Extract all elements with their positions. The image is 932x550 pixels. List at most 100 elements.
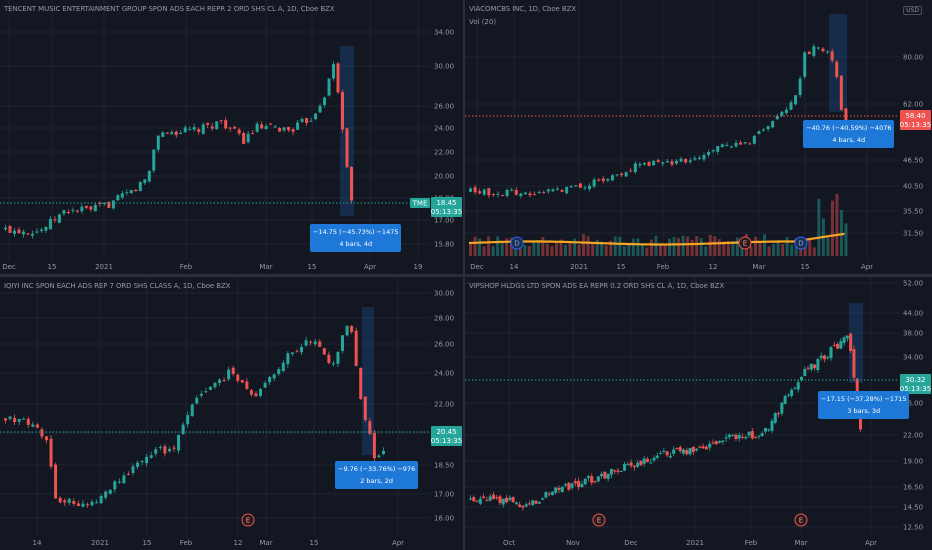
candle-body	[714, 441, 718, 445]
candle-body	[542, 192, 546, 194]
volume-bar	[527, 246, 531, 256]
candle-body	[296, 122, 300, 130]
candle-body	[22, 418, 26, 420]
candle-body	[322, 348, 326, 355]
candle-body	[95, 502, 99, 504]
candle-body	[533, 194, 537, 196]
y-tick-label: 22.00	[434, 401, 454, 409]
x-tick-label: Apr	[364, 263, 376, 271]
horizontal-divider[interactable]	[0, 274, 932, 277]
candle-body	[806, 367, 810, 369]
candle-body	[739, 142, 743, 145]
price-tag-time: 05:13:35	[900, 385, 931, 393]
chart-pane-tme[interactable]: 34.0030.0026.0024.0022.0020.0018.0017.00…	[0, 0, 463, 274]
y-tick-label: 34.00	[434, 29, 454, 37]
candle-body	[633, 163, 637, 173]
candle-body	[701, 446, 705, 449]
currency-label[interactable]: USD	[903, 6, 922, 15]
candle-body	[482, 496, 486, 499]
candle-body	[789, 102, 793, 110]
candle-body	[113, 481, 117, 490]
candle-body	[734, 434, 738, 440]
candle-body	[245, 381, 249, 389]
candle-body	[642, 458, 646, 464]
candle-body	[498, 496, 502, 503]
candle-body	[668, 455, 672, 458]
x-tick-label: Dec	[2, 263, 16, 271]
y-tick-label: 30.00	[434, 290, 454, 298]
candle-body	[263, 382, 267, 388]
candle-body	[17, 419, 21, 422]
candle-body	[281, 362, 285, 371]
candle-body	[345, 128, 349, 168]
candle-body	[798, 78, 802, 95]
candle-body	[17, 229, 21, 234]
measure-box-iq: −9.76 (−33.76%) −976 2 bars, 2d	[335, 461, 419, 489]
chart-canvas-viac[interactable]: 80.00 62.00 46.50 40.50 35.50 31.50 Dec 14 2021 1…	[465, 0, 932, 274]
candle-body	[505, 497, 509, 503]
candle-body	[836, 344, 840, 349]
candle-body	[697, 157, 701, 159]
chart-canvas-vips[interactable]: 52.00 44.00 38.00 34.00 26.00 22.00 19.00 16.50…	[465, 277, 932, 550]
x-tick-label: 2021	[91, 539, 109, 547]
chart-canvas-iq[interactable]: 30.0028.0026.0024.0022.0020.0018.5017.00…	[0, 277, 463, 550]
y-tick-label: 30.00	[434, 63, 454, 71]
candle-body	[554, 487, 558, 493]
volume-bar	[600, 241, 604, 256]
x-tick-label: Mar	[752, 263, 765, 271]
x-tick-label: Mar	[794, 539, 807, 547]
candle-body	[619, 470, 623, 472]
chart-pane-viac[interactable]: 80.00 62.00 46.50 40.50 35.50 31.50 Dec 14 2021 1…	[465, 0, 932, 274]
volume-bar	[668, 238, 672, 256]
candle-body	[84, 205, 88, 208]
candle-body	[780, 111, 784, 116]
candle-body	[767, 429, 771, 431]
chart-canvas-tme[interactable]: 34.0030.0026.0024.0022.0020.0018.0017.00…	[0, 0, 463, 274]
candle-body	[590, 476, 594, 483]
candle-body	[485, 499, 489, 502]
candle-body	[725, 144, 729, 146]
candle-body	[672, 449, 676, 454]
volume-bar	[704, 246, 708, 256]
x-tick-label: 2021	[95, 263, 113, 271]
chart-pane-vips[interactable]: 52.00 44.00 38.00 34.00 26.00 22.00 19.00 16.50…	[465, 277, 932, 550]
volume-bar	[754, 236, 757, 256]
candle-body	[771, 121, 775, 128]
candle-body	[754, 437, 758, 439]
candle-body	[309, 120, 313, 122]
volume-bar	[500, 241, 504, 256]
candle-body	[72, 500, 76, 505]
candle-body	[233, 126, 237, 129]
volume-bar	[622, 246, 626, 256]
candle-body	[122, 475, 126, 484]
y-tick-label: 26.00	[903, 400, 923, 408]
candle-body	[478, 498, 482, 504]
x-tick-label: Oct	[503, 539, 515, 547]
candle-body	[580, 483, 584, 488]
candle-body	[685, 450, 689, 455]
earnings-marker-icon	[592, 513, 606, 527]
price-tag	[900, 374, 931, 394]
dividend-marker-icon	[794, 236, 808, 250]
candle-body	[652, 457, 656, 461]
candle-body	[491, 494, 495, 500]
candle-body	[737, 434, 741, 439]
y-tick-label: 24.00	[434, 370, 454, 378]
event-marker-label: E	[743, 240, 747, 248]
candle-body	[140, 461, 144, 463]
price-tag-value: 18.45	[436, 199, 456, 207]
candle-body	[682, 449, 686, 454]
volume-bar	[550, 246, 554, 256]
candle-body	[331, 363, 335, 365]
candle-body	[794, 95, 798, 105]
x-tick-label: 15	[617, 263, 626, 271]
candle-body	[35, 231, 39, 233]
candle-body	[49, 438, 53, 467]
candle-body	[192, 127, 196, 130]
candle-body	[564, 484, 568, 486]
chart-pane-iq[interactable]: 30.0028.0026.0024.0022.0020.0018.5017.00…	[0, 277, 463, 550]
x-tick-label: 14	[33, 539, 42, 547]
y-tick-label: 17.00	[434, 491, 454, 499]
candle-body	[678, 447, 682, 452]
candle-body	[108, 489, 112, 494]
